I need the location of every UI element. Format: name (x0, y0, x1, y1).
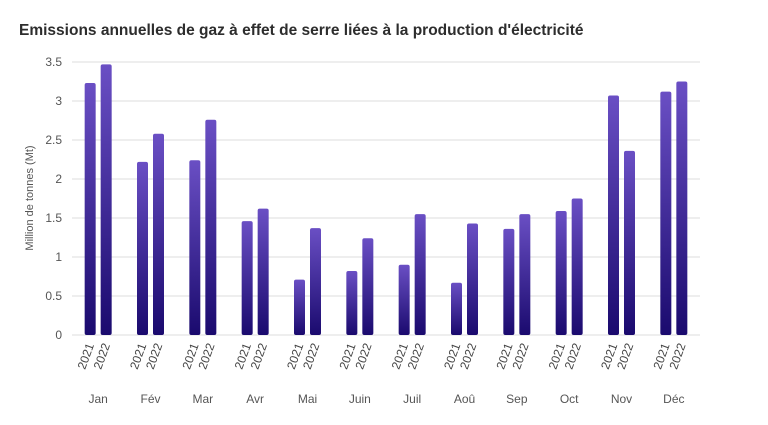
x-category-label: Juil (403, 392, 421, 406)
x-category-label: Aoû (454, 392, 475, 406)
bar-2021-Aoû (451, 282, 462, 335)
bar-2022-Nov (624, 150, 635, 335)
bar-2022-Juin (362, 238, 374, 335)
bars (84, 64, 688, 335)
x-category-label: Jan (88, 392, 107, 406)
bar-2022-Sep (519, 214, 531, 335)
bar-2022-Avr (257, 208, 269, 335)
bar-2021-Mai (294, 279, 305, 335)
bar-2021-Nov (608, 95, 619, 335)
bar-2022-Jan (100, 64, 112, 335)
bar-2021-Juil (398, 264, 410, 335)
y-tick-label: 0 (55, 328, 62, 342)
bar-2022-Juil (414, 214, 426, 335)
bar-2022-Mai (310, 228, 321, 335)
bar-2022-Fév (153, 133, 164, 335)
bar-2022-Aoû (467, 223, 478, 335)
x-category-label: Nov (611, 392, 632, 406)
bar-2021-Déc (660, 91, 672, 335)
y-tick-label: 3.5 (45, 55, 62, 69)
bar-2022-Déc (676, 81, 688, 335)
x-category-label: Avr (246, 392, 264, 406)
y-axis-ticks: 0 0.5 1 1.5 2 2.5 3 3.5 (45, 55, 62, 342)
y-tick-label: 1 (55, 250, 62, 264)
bar-2021-Jan (84, 83, 96, 335)
bar-2021-Juin (346, 271, 358, 335)
bar-2022-Mar (205, 119, 217, 335)
chart-title: Emissions annuelles de gaz à effet de se… (19, 22, 584, 39)
y-tick-label: 0.5 (45, 289, 62, 303)
bar-2021-Oct (555, 210, 567, 335)
grid-lines (72, 61, 700, 336)
x-category-label: Déc (663, 392, 684, 406)
x-category-label: Mar (192, 392, 213, 406)
x-category-label: Oct (560, 392, 579, 406)
y-axis-label: Million de tonnes (Mt) (24, 145, 36, 250)
y-tick-label: 2.5 (45, 133, 62, 147)
bar-2021-Sep (503, 228, 515, 335)
x-category-label: Mai (298, 392, 317, 406)
bar-2021-Avr (241, 221, 253, 335)
x-category-label: Sep (506, 392, 528, 406)
x-axis-labels: 20212022Jan20212022Fév20212022Mar2021202… (75, 341, 689, 406)
bar-2021-Mar (189, 160, 201, 335)
y-tick-label: 1.5 (45, 211, 62, 225)
bar-2022-Oct (571, 198, 583, 335)
y-tick-label: 2 (55, 172, 62, 186)
x-category-label: Fév (140, 392, 160, 406)
bar-2021-Fév (137, 161, 148, 335)
y-tick-label: 3 (55, 94, 62, 108)
x-category-label: Juin (349, 392, 371, 406)
